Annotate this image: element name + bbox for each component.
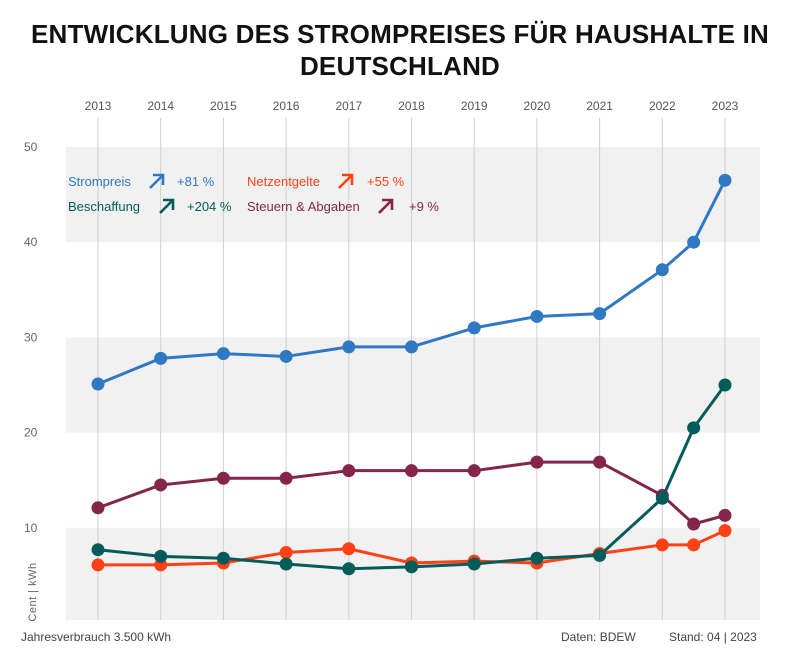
data-point xyxy=(655,491,669,505)
data-point xyxy=(687,421,701,435)
data-point xyxy=(279,471,293,485)
arrow-shaft xyxy=(159,199,174,214)
series-strompreis xyxy=(91,173,732,391)
arrow-head xyxy=(153,173,165,185)
legend-item: Beschaffung +204 % xyxy=(68,198,232,214)
data-point xyxy=(342,464,356,478)
data-point xyxy=(718,173,732,187)
arrow-up-right-icon xyxy=(378,198,394,214)
y-tick-label: 30 xyxy=(24,330,38,344)
legend-change: +204 % xyxy=(187,199,232,214)
data-point xyxy=(530,309,544,323)
footer-consumption: Jahresverbrauch 3.500 kWh xyxy=(21,630,172,644)
data-point xyxy=(405,464,418,478)
data-point xyxy=(687,538,701,552)
y-tick-label: 10 xyxy=(24,521,38,535)
legend-change: +55 % xyxy=(367,174,405,189)
data-point xyxy=(91,501,105,515)
series-line xyxy=(97,384,727,571)
data-point xyxy=(593,548,607,562)
data-point xyxy=(216,347,230,361)
data-point xyxy=(279,546,293,560)
x-tick-label: 2018 xyxy=(398,99,425,113)
data-point xyxy=(91,543,105,557)
chart-title: ENTWICKLUNG DES STROMPREISES FÜR HAUSHAL… xyxy=(31,19,769,81)
arrow-up-right-icon xyxy=(338,173,354,189)
data-point xyxy=(530,551,544,565)
data-point xyxy=(530,455,544,469)
data-point xyxy=(216,471,230,485)
data-point xyxy=(467,557,481,571)
data-point xyxy=(279,349,293,363)
y-tick-label: 50 xyxy=(24,140,38,154)
legend-item: Netzentgelte +55 % xyxy=(247,173,405,189)
data-point xyxy=(655,263,669,277)
data-point xyxy=(279,557,293,571)
series-line xyxy=(97,179,727,386)
x-tick-label: 2023 xyxy=(712,99,739,113)
legend-item: Steuern & Abgaben +9 % xyxy=(247,198,439,214)
data-point xyxy=(154,478,168,492)
arrow-head xyxy=(382,198,394,210)
x-tick-label: 2021 xyxy=(586,99,613,113)
x-tick-label: 2016 xyxy=(273,99,300,113)
arrow-shaft xyxy=(378,199,393,214)
y-tick-label: 20 xyxy=(24,426,38,440)
legend-item: Strompreis +81 % xyxy=(68,173,215,189)
data-point xyxy=(593,455,607,469)
data-point xyxy=(342,562,356,576)
data-point xyxy=(91,558,105,572)
legend-change: +81 % xyxy=(177,174,215,189)
footer-source: Daten: BDEW xyxy=(561,630,636,644)
data-point xyxy=(718,378,732,392)
x-tick-label: 2014 xyxy=(147,99,174,113)
data-point xyxy=(405,560,418,574)
arrow-up-right-icon xyxy=(159,198,175,214)
arrow-shaft xyxy=(338,174,353,189)
arrow-head xyxy=(163,198,175,210)
footer-date: Stand: 04 | 2023 xyxy=(669,630,757,644)
legend-label: Netzentgelte xyxy=(247,174,320,189)
legend-change: +9 % xyxy=(409,199,439,214)
data-point xyxy=(154,351,168,365)
x-tick-label: 2020 xyxy=(524,99,551,113)
legend-label: Beschaffung xyxy=(68,199,140,214)
x-tick-label: 2019 xyxy=(461,99,488,113)
y-axis-label: Cent | kWh xyxy=(27,562,39,621)
grid-band xyxy=(66,337,760,433)
data-point xyxy=(467,321,481,335)
data-point xyxy=(718,508,732,522)
data-point xyxy=(154,549,168,563)
legend-label: Strompreis xyxy=(68,174,131,189)
data-point xyxy=(718,524,732,538)
legend-label: Steuern & Abgaben xyxy=(247,199,360,214)
arrow-head xyxy=(342,173,354,185)
grid-band xyxy=(66,147,760,243)
x-tick-label: 2013 xyxy=(85,99,112,113)
x-tick-label: 2022 xyxy=(649,99,676,113)
data-point xyxy=(342,542,356,556)
data-point xyxy=(687,235,701,249)
data-point xyxy=(405,340,418,354)
arrow-shaft xyxy=(149,174,164,189)
data-point xyxy=(467,464,481,478)
y-tick-label: 40 xyxy=(24,235,38,249)
data-point xyxy=(593,307,607,321)
data-point xyxy=(216,551,230,565)
series-beschaffung xyxy=(91,378,732,576)
arrow-up-right-icon xyxy=(149,173,165,189)
data-point xyxy=(687,517,701,531)
data-point xyxy=(91,377,105,391)
data-point xyxy=(342,340,356,354)
x-tick-label: 2017 xyxy=(335,99,362,113)
data-point xyxy=(655,538,669,552)
grid-band xyxy=(66,527,760,620)
x-tick-label: 2015 xyxy=(210,99,237,113)
